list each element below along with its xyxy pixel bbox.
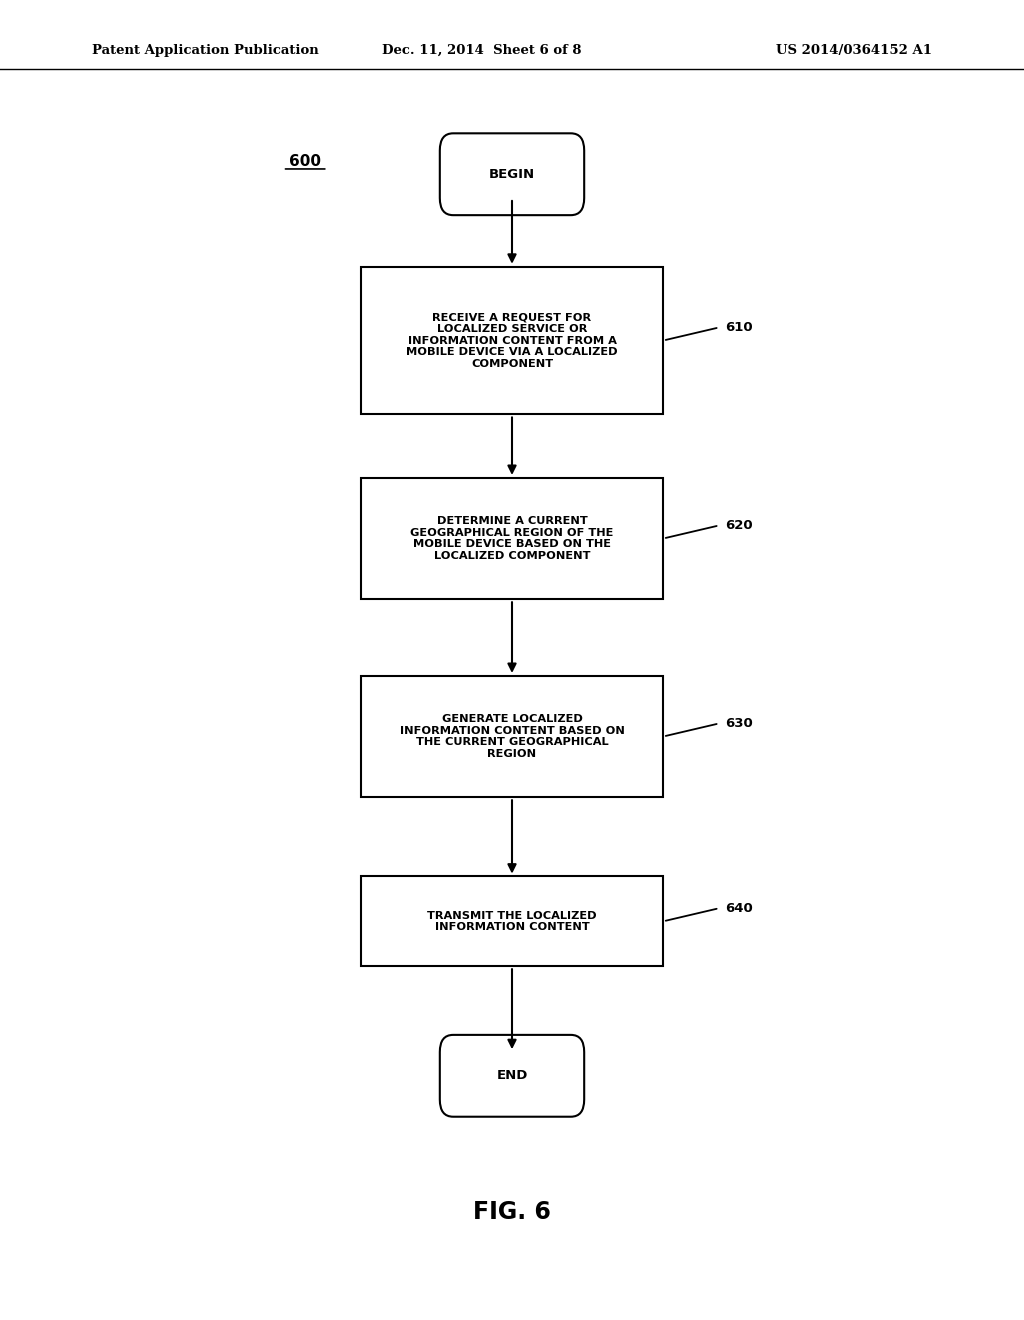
Text: GENERATE LOCALIZED
INFORMATION CONTENT BASED ON
THE CURRENT GEOGRAPHICAL
REGION: GENERATE LOCALIZED INFORMATION CONTENT B… bbox=[399, 714, 625, 759]
Text: FIG. 6: FIG. 6 bbox=[473, 1200, 551, 1224]
Bar bbox=[361, 876, 664, 966]
Text: END: END bbox=[497, 1069, 527, 1082]
Text: BEGIN: BEGIN bbox=[488, 168, 536, 181]
FancyBboxPatch shape bbox=[440, 133, 584, 215]
Bar bbox=[361, 676, 664, 797]
FancyBboxPatch shape bbox=[440, 1035, 584, 1117]
Text: 630: 630 bbox=[725, 717, 754, 730]
Bar bbox=[361, 478, 664, 599]
Text: 620: 620 bbox=[725, 519, 753, 532]
Bar bbox=[361, 267, 664, 414]
Text: 610: 610 bbox=[725, 321, 753, 334]
Text: 600: 600 bbox=[289, 153, 322, 169]
Text: RECEIVE A REQUEST FOR
LOCALIZED SERVICE OR
INFORMATION CONTENT FROM A
MOBILE DEV: RECEIVE A REQUEST FOR LOCALIZED SERVICE … bbox=[407, 313, 617, 368]
Text: 640: 640 bbox=[725, 902, 754, 915]
Text: DETERMINE A CURRENT
GEOGRAPHICAL REGION OF THE
MOBILE DEVICE BASED ON THE
LOCALI: DETERMINE A CURRENT GEOGRAPHICAL REGION … bbox=[411, 516, 613, 561]
Text: TRANSMIT THE LOCALIZED
INFORMATION CONTENT: TRANSMIT THE LOCALIZED INFORMATION CONTE… bbox=[427, 911, 597, 932]
Text: Patent Application Publication: Patent Application Publication bbox=[92, 44, 318, 57]
Text: Dec. 11, 2014  Sheet 6 of 8: Dec. 11, 2014 Sheet 6 of 8 bbox=[382, 44, 581, 57]
Text: US 2014/0364152 A1: US 2014/0364152 A1 bbox=[776, 44, 932, 57]
